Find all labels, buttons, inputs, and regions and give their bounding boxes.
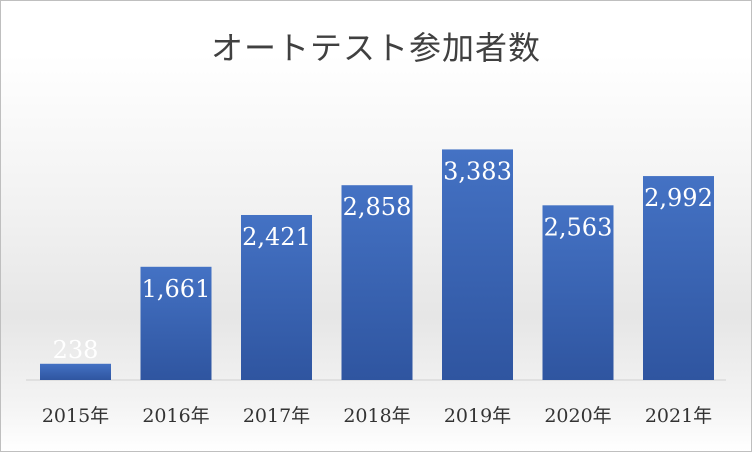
bar-2 <box>140 266 212 380</box>
bar-value-label-5: 3,383 <box>443 157 512 185</box>
bar-3 <box>241 214 312 380</box>
bar-value-label-2: 1,661 <box>142 275 211 303</box>
x-tick-label-3: 2017年 <box>243 405 310 427</box>
bar-value-label-1: 238 <box>53 336 99 364</box>
bar-1 <box>40 363 111 380</box>
bar-value-label-3: 2,421 <box>242 223 311 251</box>
x-tick-label-7: 2021年 <box>645 405 712 427</box>
bar-5 <box>442 149 513 380</box>
x-tick-label-5: 2019年 <box>444 405 511 427</box>
chart-title: オートテスト参加者数 <box>210 29 541 67</box>
x-tick-label-6: 2020年 <box>544 405 611 427</box>
bar-7 <box>643 176 714 380</box>
x-tick-label-1: 2015年 <box>42 405 109 427</box>
x-tick-label-2: 2016年 <box>142 405 209 427</box>
bar-value-label-6: 2,563 <box>544 213 613 241</box>
x-tick-label-4: 2018年 <box>343 405 410 427</box>
bar-value-label-4: 2,858 <box>343 193 412 221</box>
bar-4 <box>341 185 413 380</box>
bar-6 <box>542 205 614 380</box>
bar-value-label-7: 2,992 <box>644 184 713 212</box>
